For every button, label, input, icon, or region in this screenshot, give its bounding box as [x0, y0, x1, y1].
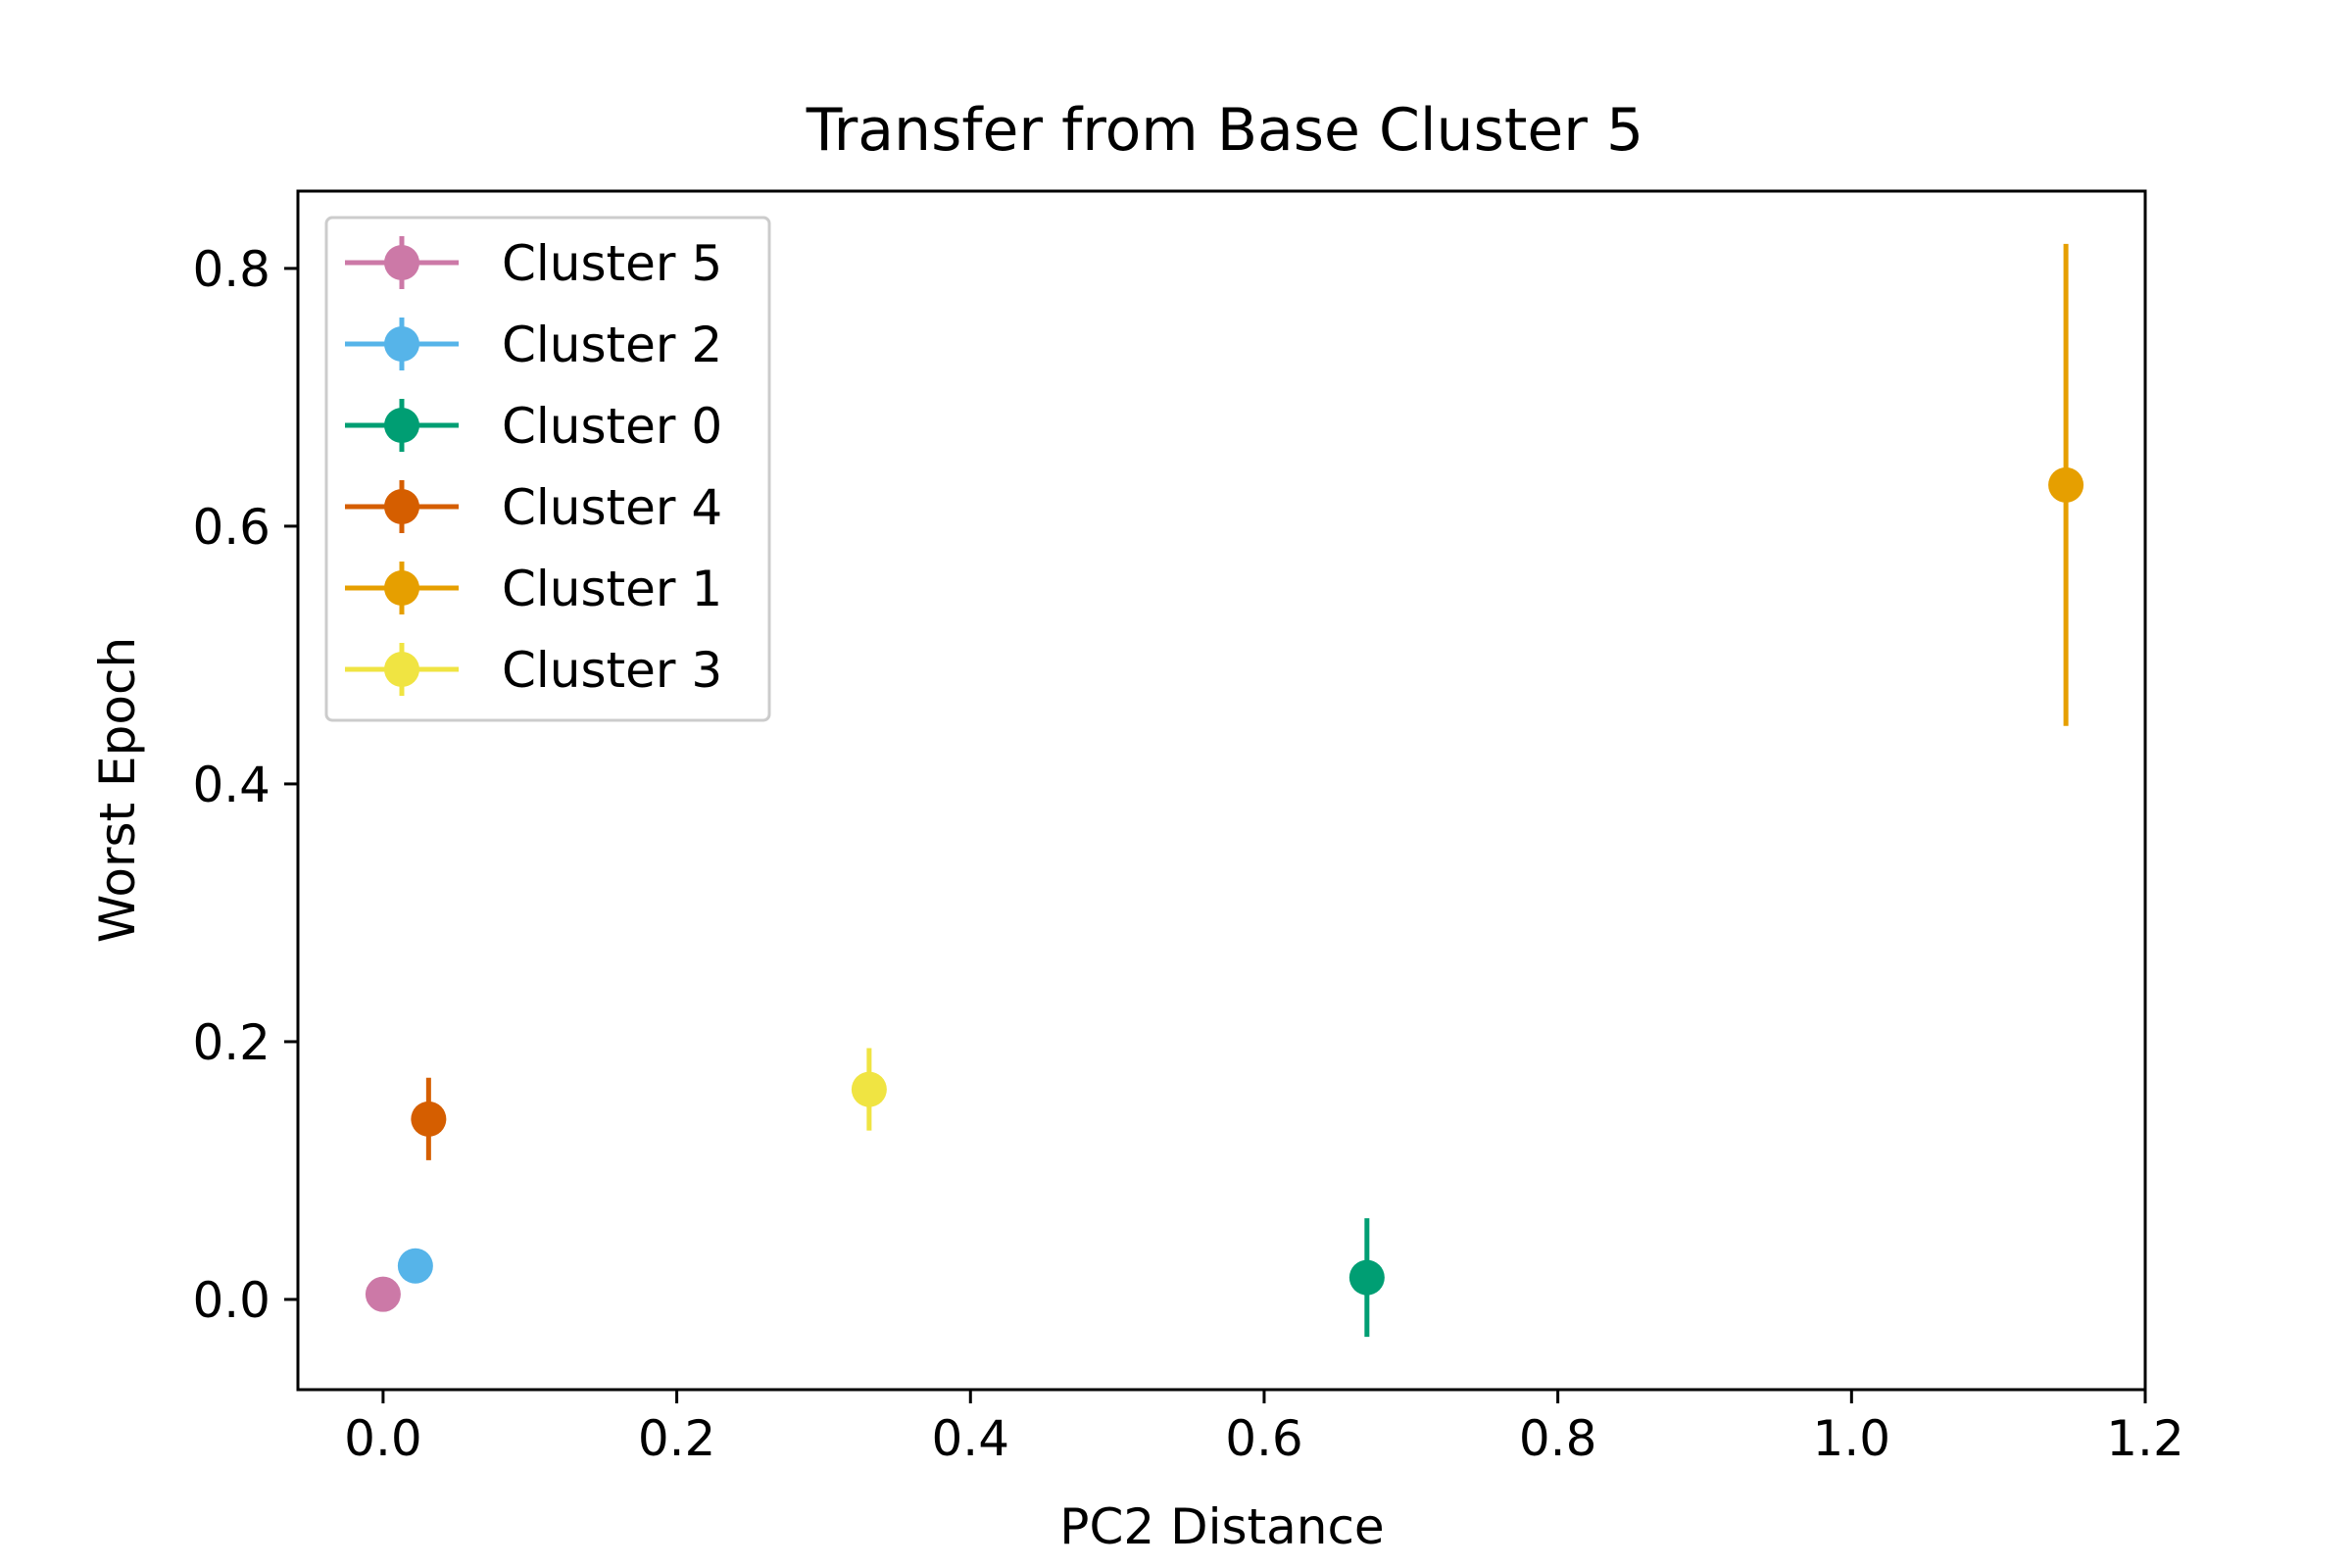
y-tick-label: 0.4 [192, 757, 270, 813]
x-tick-label: 0.0 [344, 1410, 422, 1467]
data-point [1348, 1259, 1385, 1296]
legend-marker [384, 245, 419, 280]
x-tick-label: 0.2 [638, 1410, 716, 1467]
y-tick-label: 0.8 [192, 241, 270, 298]
legend-marker [384, 570, 419, 606]
legend-entry: Cluster 3 [345, 642, 722, 699]
legend: Cluster 5 Cluster 2 Cluster 0 Cluster 4 Clus… [324, 216, 771, 722]
legend-marker [384, 652, 419, 687]
data-point [2048, 466, 2084, 503]
legend-label: Cluster 3 [502, 642, 722, 699]
data-point [365, 1276, 401, 1312]
legend-entry: Cluster 2 [345, 317, 722, 373]
legend-label: Cluster 0 [502, 398, 722, 455]
x-tick-label: 0.6 [1225, 1410, 1303, 1467]
y-tick-label: 0.2 [192, 1014, 270, 1071]
chart-title: Transfer from Base Cluster 5 [806, 96, 1643, 165]
legend-entry: Cluster 1 [345, 561, 722, 617]
x-tick-label: 0.8 [1519, 1410, 1597, 1467]
axes-frame [296, 189, 2147, 1392]
legend-label: Cluster 5 [502, 235, 722, 292]
legend-marker [384, 326, 419, 362]
x-tick-label: 1.0 [1813, 1410, 1891, 1467]
legend-marker [384, 408, 419, 443]
data-point [397, 1248, 433, 1284]
legend-label: Cluster 4 [502, 479, 722, 536]
plot-area [365, 243, 2084, 1338]
legend-entry: Cluster 5 [345, 235, 722, 292]
y-axis-title: Worst Epoch [89, 637, 146, 943]
data-point [851, 1071, 887, 1107]
y-tick-label: 0.6 [192, 499, 270, 556]
data-point [411, 1101, 447, 1137]
legend-label: Cluster 2 [502, 317, 722, 373]
x-axis: 0.0 0.2 0.4 0.6 0.8 1.0 1.2 [344, 1390, 2184, 1467]
legend-entry: Cluster 0 [345, 398, 722, 455]
legend-marker [384, 489, 419, 524]
x-axis-title: PC2 Distance [1059, 1498, 1384, 1555]
x-tick-label: 1.2 [2106, 1410, 2184, 1467]
legend-entry: Cluster 4 [345, 479, 722, 536]
y-tick-label: 0.0 [192, 1272, 270, 1329]
legend-label: Cluster 1 [502, 561, 722, 617]
y-axis: 0.0 0.2 0.4 0.6 0.8 [192, 241, 298, 1329]
x-tick-label: 0.4 [932, 1410, 1010, 1467]
